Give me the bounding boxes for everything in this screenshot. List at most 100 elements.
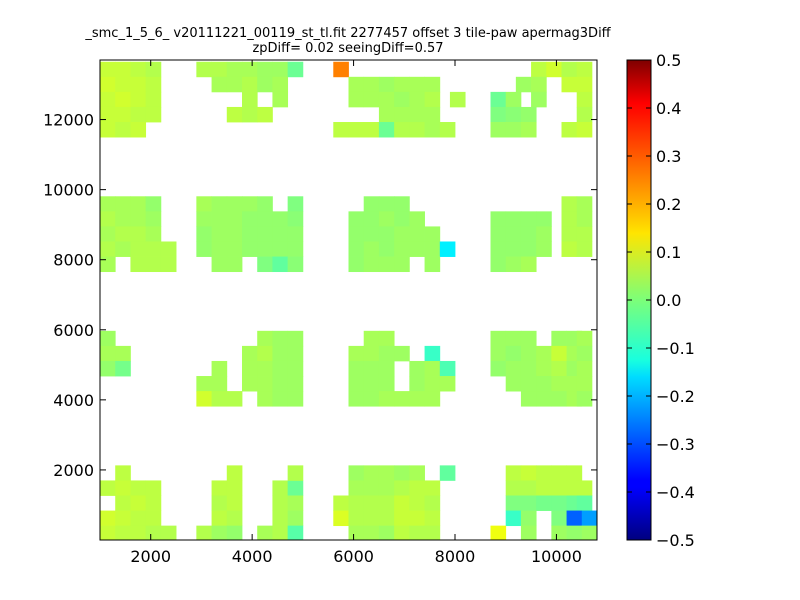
heatmap-cell — [115, 122, 131, 138]
heatmap-cell — [333, 510, 349, 527]
heatmap-cell — [100, 241, 116, 257]
heatmap-cell — [394, 241, 410, 257]
heatmap-cell — [115, 241, 131, 257]
x-axis: 2000 4000 6000 8000 10000 — [130, 60, 582, 566]
chart-title: _smc_1_5_6_ v20111221_00119_st_tl.fit 22… — [84, 26, 611, 41]
heatmap-cell — [272, 345, 289, 362]
heatmap-cell — [226, 196, 243, 212]
heatmap-cell — [348, 465, 365, 481]
heatmap-cell — [145, 76, 162, 93]
y-tick-label: 2000 — [53, 461, 94, 480]
heatmap-cell — [378, 480, 395, 496]
heatmap-cell — [348, 391, 365, 407]
heatmap-cell — [160, 525, 177, 541]
heatmap-cell — [576, 391, 593, 407]
heatmap-cell — [115, 61, 131, 78]
heatmap-cell — [536, 226, 552, 242]
heatmap-cell — [363, 76, 380, 93]
heatmap-cell — [348, 91, 365, 108]
heatmap-cell — [561, 241, 578, 257]
heatmap-cell — [363, 465, 380, 481]
heatmap-cell — [378, 465, 395, 481]
heatmap-cell — [257, 525, 273, 541]
heatmap-cells — [100, 61, 598, 541]
heatmap-cell — [115, 480, 131, 496]
heatmap-cell — [130, 480, 147, 496]
heatmap-cell — [505, 495, 522, 511]
heatmap-cell — [115, 360, 131, 377]
heatmap-cell — [490, 226, 507, 242]
heatmap-cell — [394, 510, 410, 527]
colorbar-tick-label: 0.2 — [656, 195, 681, 214]
heatmap-cell — [130, 122, 147, 138]
heatmap-cell — [226, 465, 243, 481]
heatmap-cell — [490, 330, 507, 347]
heatmap-cell — [348, 495, 365, 511]
heatmap-cell — [505, 106, 522, 123]
heatmap-cell — [520, 122, 537, 138]
heatmap-cell — [561, 61, 578, 78]
heatmap-cell — [378, 495, 395, 511]
heatmap-cell — [272, 61, 289, 78]
heatmap-cell — [378, 211, 395, 227]
heatmap-cell — [100, 91, 116, 108]
heatmap-cell — [257, 360, 273, 377]
heatmap-cell — [100, 510, 116, 527]
heatmap-cell — [130, 196, 147, 212]
heatmap-cell — [115, 525, 131, 541]
heatmap-cell — [566, 510, 583, 527]
heatmap-cell — [551, 360, 567, 377]
heatmap-cell — [363, 226, 380, 242]
heatmap-cell — [536, 376, 552, 392]
heatmap-cell — [196, 525, 212, 541]
heatmap-cell — [581, 510, 598, 527]
heatmap-cell — [242, 61, 258, 78]
heatmap-cell — [561, 211, 578, 227]
heatmap-cell — [348, 256, 365, 273]
heatmap-cell — [394, 495, 410, 511]
heatmap-cell — [536, 480, 552, 496]
x-tick-label: 8000 — [435, 547, 476, 566]
heatmap-cell — [520, 465, 537, 481]
heatmap-cell — [505, 510, 522, 527]
heatmap-cell — [551, 525, 567, 541]
heatmap-cell — [130, 76, 147, 93]
heatmap-cell — [348, 345, 365, 362]
heatmap-cell — [424, 226, 441, 242]
heatmap-cell — [242, 360, 258, 377]
heatmap-cell — [242, 91, 258, 108]
heatmap-cell — [226, 495, 243, 511]
heatmap-cell — [145, 91, 162, 108]
heatmap-cell — [536, 360, 552, 377]
heatmap-cell — [531, 61, 547, 78]
heatmap-cell — [287, 391, 304, 407]
heatmap-cell — [130, 91, 147, 108]
heatmap-cell — [566, 465, 583, 481]
heatmap-cell — [115, 76, 131, 93]
heatmap-cell — [394, 480, 410, 496]
heatmap-cell — [115, 226, 131, 242]
heatmap-cell — [439, 122, 456, 138]
heatmap-cell — [196, 211, 212, 227]
heatmap-cell — [505, 241, 522, 257]
heatmap-cell — [272, 376, 289, 392]
heatmap-cell — [145, 196, 162, 212]
heatmap-cell — [211, 495, 228, 511]
heatmap-cell — [257, 196, 273, 212]
heatmap-cell — [378, 345, 395, 362]
heatmap-cell — [490, 91, 507, 108]
heatmap-cell — [409, 211, 425, 227]
heatmap-cell — [333, 122, 349, 138]
heatmap-cell — [536, 495, 552, 511]
heatmap-cell — [378, 91, 395, 108]
heatmap-cell — [576, 196, 593, 212]
heatmap-cell — [211, 360, 228, 377]
heatmap-cell — [424, 91, 441, 108]
heatmap-cell — [576, 106, 593, 123]
heatmap-cell — [257, 61, 273, 78]
y-axis: 2000 4000 6000 8000 10000 12000 — [43, 111, 597, 480]
heatmap-cell — [576, 76, 593, 93]
heatmap-cell — [520, 525, 537, 541]
heatmap-cell — [536, 211, 552, 227]
